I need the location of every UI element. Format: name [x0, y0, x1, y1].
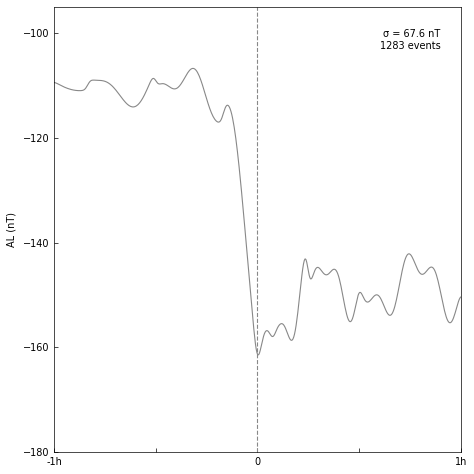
Text: σ = 67.6 nT
1283 events: σ = 67.6 nT 1283 events: [380, 29, 440, 51]
Y-axis label: AL (nT): AL (nT): [7, 212, 17, 247]
